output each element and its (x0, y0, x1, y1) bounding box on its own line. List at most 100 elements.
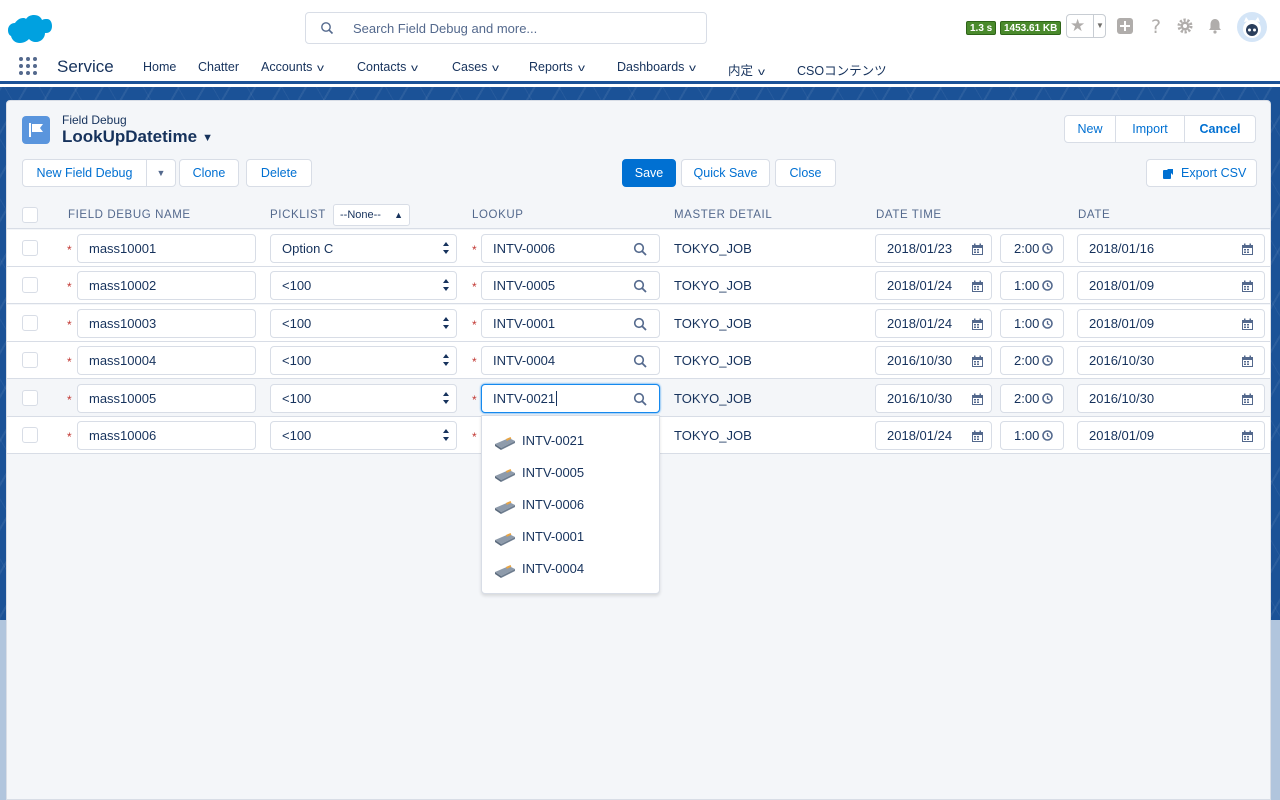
master-detail-value[interactable]: TOKYO_JOB (674, 391, 752, 406)
name-input[interactable]: mass10005 (77, 384, 256, 413)
lookup-input[interactable]: INTV-0004 (481, 346, 660, 375)
new-field-debug-button[interactable]: New Field Debug (23, 160, 147, 186)
datetime-date-input[interactable]: 2018/01/23 (875, 234, 992, 263)
close-button[interactable]: Close (775, 159, 836, 187)
calendar-icon[interactable] (1241, 393, 1254, 406)
date-input[interactable]: 2018/01/09 (1077, 271, 1265, 300)
column-header-picklist[interactable]: PICKLIST (270, 209, 326, 221)
select-all-checkbox[interactable] (22, 207, 38, 223)
nav-item-accounts[interactable]: Accounts v (261, 60, 325, 74)
name-input[interactable]: mass10004 (77, 346, 256, 375)
datetime-date-input[interactable]: 2018/01/24 (875, 421, 992, 450)
lookup-input[interactable]: INTV-0005 (481, 271, 660, 300)
picklist-filter-select[interactable]: --None-- ▲ (333, 204, 410, 226)
calendar-icon[interactable] (1241, 430, 1254, 443)
datetime-date-input[interactable]: 2016/10/30 (875, 346, 992, 375)
add-icon[interactable] (1116, 17, 1134, 35)
column-header-lookup[interactable]: LOOKUP (472, 209, 524, 221)
clock-icon[interactable] (1042, 243, 1053, 254)
calendar-icon[interactable] (1241, 280, 1254, 293)
lookup-option[interactable]: INTV-0005 (482, 456, 659, 488)
chevron-down-icon[interactable]: v (317, 63, 325, 74)
global-search-input[interactable]: Search Field Debug and more... (305, 12, 707, 44)
datetime-time-input[interactable]: 2:00 (1000, 346, 1064, 375)
column-header-datetime[interactable]: DATE TIME (876, 209, 942, 221)
quick-save-button[interactable]: Quick Save (681, 159, 770, 187)
nav-item-naitei[interactable]: 内定 v (728, 60, 765, 79)
chevron-down-icon[interactable]: v (492, 63, 500, 74)
picklist-select[interactable]: <100 (270, 309, 457, 338)
caret-down-icon[interactable]: ▼ (202, 132, 213, 144)
lookup-option[interactable]: INTV-0021 (482, 424, 659, 456)
nav-item-cso-content[interactable]: CSOコンテンツ (797, 60, 887, 79)
calendar-icon[interactable] (1241, 318, 1254, 331)
master-detail-value[interactable]: TOKYO_JOB (674, 428, 752, 443)
star-icon[interactable]: ★ (1070, 16, 1086, 35)
master-detail-value[interactable]: TOKYO_JOB (674, 353, 752, 368)
search-icon[interactable] (633, 392, 647, 406)
calendar-icon[interactable] (971, 243, 984, 256)
user-avatar[interactable] (1237, 12, 1267, 42)
app-launcher-icon[interactable] (19, 57, 37, 75)
clone-button[interactable]: Clone (179, 159, 239, 187)
picklist-select[interactable]: Option C (270, 234, 457, 263)
name-input[interactable]: mass10001 (77, 234, 256, 263)
calendar-icon[interactable] (971, 280, 984, 293)
clock-icon[interactable] (1042, 355, 1053, 366)
datetime-time-input[interactable]: 2:00 (1000, 234, 1064, 263)
lookup-option[interactable]: INTV-0006 (482, 488, 659, 520)
picklist-select[interactable]: <100 (270, 346, 457, 375)
clock-icon[interactable] (1042, 280, 1053, 291)
row-checkbox[interactable] (22, 315, 38, 331)
row-checkbox[interactable] (22, 277, 38, 293)
master-detail-value[interactable]: TOKYO_JOB (674, 241, 752, 256)
delete-button[interactable]: Delete (246, 159, 312, 187)
nav-item-dashboards[interactable]: Dashboards v (617, 60, 697, 74)
name-input[interactable]: mass10002 (77, 271, 256, 300)
cancel-button[interactable]: Cancel (1199, 122, 1241, 136)
salesforce-logo[interactable] (8, 14, 52, 44)
date-input[interactable]: 2018/01/09 (1077, 421, 1265, 450)
name-input[interactable]: mass10003 (77, 309, 256, 338)
search-icon[interactable] (633, 317, 647, 331)
lookup-input[interactable]: INTV-0001 (481, 309, 660, 338)
search-icon[interactable] (633, 242, 647, 256)
export-csv-button[interactable]: Export CSV (1146, 159, 1257, 187)
clock-icon[interactable] (1042, 318, 1053, 329)
column-header-name[interactable]: FIELD DEBUG NAME (68, 209, 191, 221)
calendar-icon[interactable] (1241, 355, 1254, 368)
datetime-time-input[interactable]: 1:00 (1000, 271, 1064, 300)
column-header-date[interactable]: DATE (1078, 209, 1111, 221)
nav-item-home[interactable]: Home (143, 60, 176, 74)
chevron-down-icon[interactable]: v (577, 63, 585, 74)
favorites-caret-icon[interactable]: ▼ (1093, 15, 1106, 37)
column-header-master-detail[interactable]: MASTER DETAIL (674, 209, 773, 221)
datetime-time-input[interactable]: 1:00 (1000, 421, 1064, 450)
calendar-icon[interactable] (971, 430, 984, 443)
nav-item-contacts[interactable]: Contacts v (357, 60, 418, 74)
search-icon[interactable] (633, 279, 647, 293)
nav-item-reports[interactable]: Reports v (529, 60, 585, 74)
bell-icon[interactable] (1206, 17, 1224, 35)
new-menu-caret-icon[interactable]: ▼ (156, 168, 166, 178)
favorites-button[interactable]: ★ ▼ (1066, 14, 1106, 38)
lookup-input[interactable]: INTV-0021 (481, 384, 660, 413)
lookup-option[interactable]: INTV-0001 (482, 520, 659, 552)
picklist-select[interactable]: <100 (270, 421, 457, 450)
picklist-select[interactable]: <100 (270, 384, 457, 413)
nav-item-chatter[interactable]: Chatter (198, 60, 239, 74)
new-button[interactable]: New (1065, 116, 1116, 142)
chevron-down-icon[interactable]: v (689, 63, 697, 74)
lookup-option[interactable]: INTV-0004 (482, 552, 659, 584)
gear-icon[interactable] (1176, 17, 1194, 35)
name-input[interactable]: mass10006 (77, 421, 256, 450)
master-detail-value[interactable]: TOKYO_JOB (674, 278, 752, 293)
date-input[interactable]: 2018/01/09 (1077, 309, 1265, 338)
datetime-date-input[interactable]: 2018/01/24 (875, 309, 992, 338)
clock-icon[interactable] (1042, 393, 1053, 404)
calendar-icon[interactable] (1241, 243, 1254, 256)
date-input[interactable]: 2016/10/30 (1077, 384, 1265, 413)
save-button[interactable]: Save (622, 159, 676, 187)
help-icon[interactable]: ? (1147, 17, 1165, 35)
picklist-select[interactable]: <100 (270, 271, 457, 300)
